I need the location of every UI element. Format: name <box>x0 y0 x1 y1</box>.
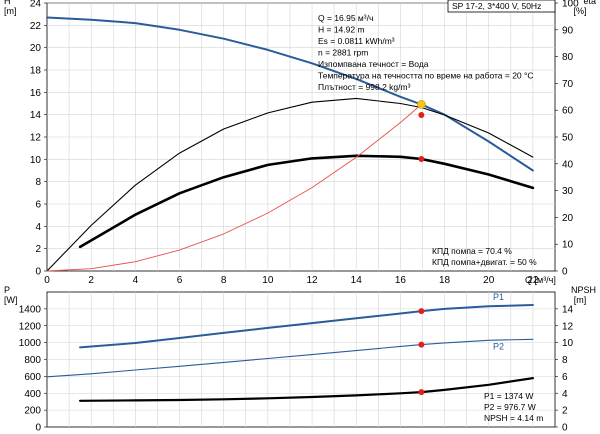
x-axis-tick-label: 10 <box>262 275 274 286</box>
left-axis-tick-label: 6 <box>35 200 41 211</box>
left-axis-tick-label: 1000 <box>19 338 42 349</box>
series-npsh-curve <box>78 377 535 402</box>
right-axis-tick-label: 8 <box>562 355 568 366</box>
left-axis-tick-label: 20 <box>30 43 42 54</box>
right-axis-tick-label: 60 <box>562 106 574 117</box>
left-axis-tick-label: 8 <box>35 177 41 188</box>
right-axis-tick-label: 80 <box>562 52 574 63</box>
info-line: Q = 16.95 м³/ч <box>318 13 373 23</box>
info-line: H = 14.92 m <box>318 25 365 35</box>
info-line: Температура на течността по време на раб… <box>318 71 534 81</box>
panel-power-npsh <box>44 291 558 428</box>
left-axis-tick-label: 22 <box>30 21 42 32</box>
left-axis-symbol: P <box>4 285 10 295</box>
series-label-P1: P1 <box>493 292 504 302</box>
info-line: Изпомпвана течност = Вода <box>318 59 429 69</box>
legend-line: КПД помпа = 70.4 % <box>432 246 512 256</box>
left-axis-tick-label: 1400 <box>19 304 42 315</box>
left-axis-tick-label: 0 <box>35 423 41 434</box>
duty-point-marker <box>417 100 426 109</box>
x-axis-tick-label: 8 <box>221 275 227 286</box>
info-line: Плътност = 998.2 kg/m³ <box>318 82 411 92</box>
x-axis-tick-label: 14 <box>351 275 363 286</box>
left-axis-symbol: H <box>4 0 11 6</box>
series-pump-motor-efficiency <box>78 154 535 249</box>
x-axis-tick-label: 0 <box>44 275 50 286</box>
right-axis-tick-label: 70 <box>562 79 574 90</box>
right-axis-unit: [m] <box>574 295 587 305</box>
right-axis-tick-label: 0 <box>562 423 568 434</box>
right-axis-tick-label: 12 <box>562 321 574 332</box>
right-axis-tick-label: 10 <box>562 240 574 251</box>
x-axis-tick-label: 18 <box>439 275 451 286</box>
left-axis-tick-label: 2 <box>35 244 41 255</box>
left-axis-tick-label: 4 <box>35 222 41 233</box>
legend-line: P1 = 1374 W <box>484 391 533 401</box>
x-axis-tick-label: 12 <box>306 275 318 286</box>
right-axis-tick-label: 90 <box>562 25 574 36</box>
legend-line: P2 = 976.7 W <box>484 402 536 412</box>
left-axis-tick-label: 18 <box>30 66 42 77</box>
legend-line: КПД помпа+двигат. = 50 % <box>432 257 537 267</box>
right-axis-unit: [%] <box>573 6 586 16</box>
right-axis-symbol: NPSH <box>571 285 596 295</box>
x-axis-label: Q [м³/ч] <box>525 275 556 285</box>
left-axis-unit: [m] <box>4 6 17 16</box>
series-P2 <box>46 338 534 378</box>
duty-point-marker <box>418 112 425 119</box>
left-axis-tick-label: 12 <box>30 133 42 144</box>
left-axis-tick-label: 600 <box>24 372 41 383</box>
duty-point-marker <box>418 341 425 348</box>
x-axis-tick-label: 22 <box>527 275 539 286</box>
duty-point-marker <box>418 155 425 162</box>
panel-head-efficiency <box>44 0 558 272</box>
x-axis-tick-label: 6 <box>177 275 183 286</box>
right-axis-tick-label: 10 <box>562 338 574 349</box>
series-pump-efficiency <box>46 97 534 272</box>
info-line: n = 2881 rpm <box>318 48 368 58</box>
right-axis-tick-label: 2 <box>562 406 568 417</box>
left-axis-tick-label: 10 <box>30 155 42 166</box>
title-box <box>447 0 556 13</box>
right-axis-tick-label: 20 <box>562 213 574 224</box>
x-axis-tick-label: 20 <box>483 275 495 286</box>
left-axis-tick-label: 400 <box>24 389 41 400</box>
right-axis-tick-label: 40 <box>562 159 574 170</box>
right-axis-tick-label: 100 <box>562 0 579 10</box>
series-label-P2: P2 <box>493 341 504 351</box>
left-axis-tick-label: 1200 <box>19 321 42 332</box>
left-axis-tick-label: 14 <box>30 110 42 121</box>
title-box-text: SP 17-2, 3*400 V, 50Hz <box>452 1 541 11</box>
legend-line: NPSH = 4.14 m <box>484 413 543 423</box>
x-axis-tick-label: 16 <box>395 275 407 286</box>
left-axis-tick-label: 24 <box>30 0 42 10</box>
left-axis-tick-label: 200 <box>24 406 41 417</box>
right-axis-tick-label: 0 <box>562 267 568 278</box>
series-P1 <box>79 304 534 349</box>
right-axis-tick-label: 30 <box>562 186 574 197</box>
x-axis-tick-label: 2 <box>88 275 94 286</box>
left-axis-tick-label: 16 <box>30 88 42 99</box>
x-axis-tick-label: 4 <box>133 275 139 286</box>
duty-point-marker <box>418 308 425 315</box>
info-line: Es = 0.0811 kWh/m³ <box>318 36 395 46</box>
left-axis-unit: [W] <box>4 295 18 305</box>
right-axis-tick-label: 14 <box>562 304 574 315</box>
right-axis-symbol: eta <box>583 0 596 6</box>
left-axis-tick-label: 0 <box>35 267 41 278</box>
left-axis-tick-label: 800 <box>24 355 41 366</box>
right-axis-tick-label: 6 <box>562 372 568 383</box>
right-axis-tick-label: 4 <box>562 389 568 400</box>
duty-point-marker <box>418 389 425 396</box>
series-system-curve <box>46 103 422 272</box>
right-axis-tick-label: 50 <box>562 133 574 144</box>
